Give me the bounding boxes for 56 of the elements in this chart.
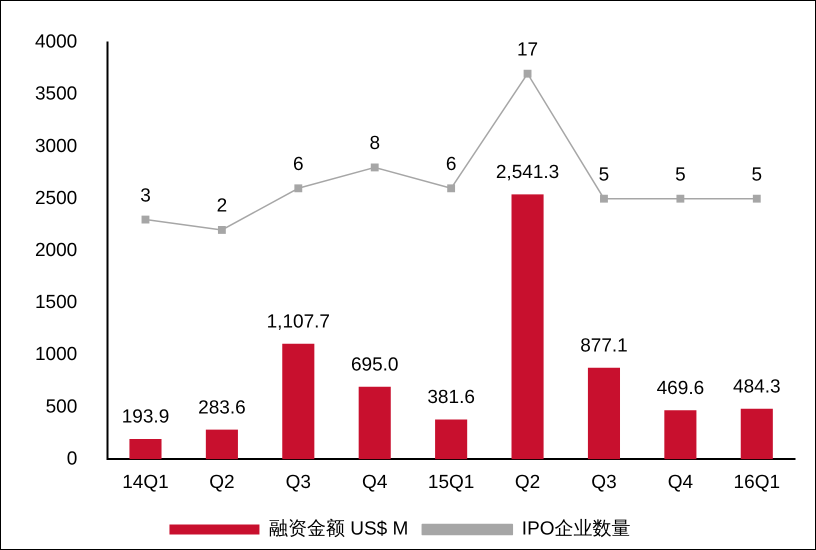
data-label: 484.3 <box>733 376 781 398</box>
x-tick-label: Q4 <box>668 472 694 493</box>
data-label: 877.1 <box>580 336 628 357</box>
data-label: 5 <box>752 164 762 186</box>
data-label: 381.6 <box>427 387 475 408</box>
bar <box>740 408 773 460</box>
data-label: 2,541.3 <box>496 162 560 184</box>
data-label: 283.6 <box>198 397 246 418</box>
y-tick-label: 4000 <box>34 32 78 53</box>
x-tick-label: Q4 <box>362 472 388 493</box>
point <box>600 194 608 203</box>
data-label: 8 <box>369 133 380 154</box>
y-tick-label: 3500 <box>34 84 78 105</box>
data-label: 5 <box>598 164 610 186</box>
data-label: 5 <box>675 164 686 186</box>
x-tick-label: Q2 <box>209 472 235 493</box>
x-tick-label: Q2 <box>514 472 540 493</box>
bar <box>206 430 238 460</box>
x-tick-label: 16Q1 <box>734 472 780 493</box>
x-tick-label: 14Q1 <box>122 472 169 493</box>
y-tick-label: 2500 <box>34 188 78 209</box>
x-tick-label: Q3 <box>286 472 311 493</box>
x-tick-label: Q3 <box>591 472 617 493</box>
point <box>752 194 761 203</box>
data-label: 695.0 <box>350 354 398 376</box>
y-tick-label: 2000 <box>34 240 78 262</box>
y-tick-label: 3000 <box>34 136 78 157</box>
legend-label: 融资金额 US$ M <box>268 518 408 540</box>
y-tick-label: 1500 <box>34 292 78 314</box>
point <box>524 70 532 78</box>
bar <box>435 419 468 460</box>
point <box>294 184 302 192</box>
y-tick-label: 0 <box>66 448 78 470</box>
bar <box>588 368 620 460</box>
data-label: 6 <box>446 154 456 176</box>
data-label: 17 <box>516 39 538 60</box>
y-tick-label: 500 <box>46 396 78 418</box>
bar <box>358 386 391 460</box>
bar <box>664 410 696 460</box>
point <box>447 184 456 192</box>
point <box>370 164 379 172</box>
data-label: 2 <box>216 196 228 217</box>
point <box>218 226 226 234</box>
bar <box>282 344 314 460</box>
bar <box>512 194 544 460</box>
legend-label: IPO企业数量 <box>522 518 631 540</box>
point <box>142 216 150 224</box>
data-label: 469.6 <box>656 378 704 399</box>
x-tick-label: 15Q1 <box>428 472 474 493</box>
bar <box>129 438 162 460</box>
data-label: 3 <box>140 185 151 206</box>
point <box>676 194 684 203</box>
data-label: 6 <box>293 154 304 176</box>
y-tick-label: 1000 <box>34 344 78 366</box>
data-label: 1,107.7 <box>266 312 330 333</box>
data-label: 193.9 <box>122 406 170 428</box>
